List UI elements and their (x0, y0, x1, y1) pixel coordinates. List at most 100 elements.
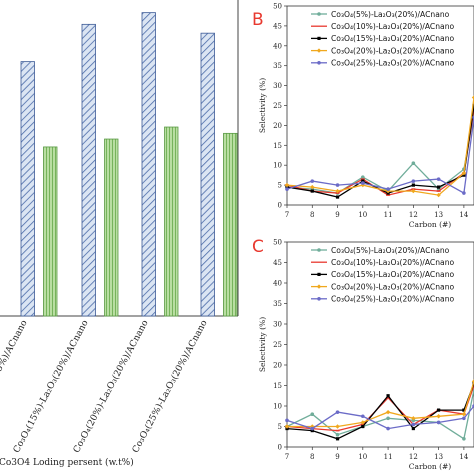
y-tick-label: 10 (273, 403, 282, 411)
data-point (462, 437, 466, 441)
data-point (436, 177, 441, 181)
series-line (286, 385, 474, 432)
data-point (335, 183, 340, 187)
legend-label: Co₃O₄(15%)-La₂O₃(20%)/ACnano (331, 270, 455, 279)
data-point (361, 414, 365, 419)
data-point (361, 424, 365, 429)
bar (20, 61, 35, 317)
legend-marker (317, 248, 321, 252)
y-tick-label: 50 (273, 239, 282, 247)
data-point (385, 409, 391, 415)
legend-label: Co₃O₄(15%)-La₂O₃(20%)/ACnano (331, 34, 455, 43)
data-point (461, 170, 467, 176)
data-point (411, 422, 416, 427)
legend-marker (317, 297, 321, 301)
legend-label: Co₃O₄(20%)-La₂O₃(20%)/ACnano (331, 282, 455, 291)
x-axis-title: Co3O4 Loding persent (w.t%) (0, 457, 134, 468)
y-tick-label: 30 (273, 82, 282, 90)
panel-label-c: C (252, 237, 264, 257)
y-tick-label: 20 (273, 122, 282, 130)
data-point (386, 426, 390, 431)
legend-marker (316, 48, 322, 53)
data-point (310, 179, 315, 183)
legend-label: Co₃O₄(10%)-La₂O₃(20%)/ACnano (331, 22, 455, 31)
data-point (386, 394, 390, 398)
x-tick-label: 8 (310, 453, 314, 461)
x-tick-label: 12 (409, 453, 418, 461)
legend-marker (317, 36, 321, 40)
data-point (411, 426, 415, 431)
data-point (411, 179, 416, 183)
legend-label: Co₃O₄(20%)-La₂O₃(20%)/ACnano (331, 46, 455, 55)
panel-label-b: B (252, 10, 264, 30)
y-tick-label: 15 (273, 142, 282, 150)
data-point (471, 379, 474, 384)
data-point (335, 188, 340, 194)
y-tick-label: 35 (273, 62, 282, 70)
x-tick-label: 13 (434, 211, 443, 219)
y-tick-label: 5 (278, 423, 282, 431)
data-point (411, 183, 415, 187)
category-tick-label: Co₃O₄(15%)-La₂O₃(20%)/ACnano (11, 318, 91, 454)
data-point (411, 188, 416, 194)
legend-marker (316, 284, 322, 289)
data-point (335, 432, 340, 437)
bar (164, 126, 179, 317)
y-tick-label: 45 (273, 22, 282, 30)
data-point (361, 181, 365, 185)
x-axis-title: Carbon (#) (409, 220, 452, 229)
x-tick-label: 10 (358, 453, 367, 461)
data-point (437, 185, 441, 189)
y-axis-title: Selectivity (%) (258, 317, 267, 372)
data-point (436, 192, 441, 198)
data-point (310, 412, 315, 417)
legend-label: Co₃O₄(5%)-La₂O₃(20%)/ACnano (331, 10, 450, 19)
y-tick-label: 25 (273, 102, 282, 110)
x-tick-label: 9 (335, 211, 339, 219)
data-point (310, 426, 315, 431)
data-point (471, 95, 474, 100)
data-point (310, 189, 314, 193)
data-point (436, 420, 441, 425)
bar (200, 32, 215, 317)
data-point (411, 161, 416, 166)
legend-label: Co₃O₄(25%)-La₂O₃(20%)/ACnano (331, 59, 455, 68)
data-point (335, 424, 340, 429)
series-line (287, 381, 474, 428)
y-tick-label: 10 (273, 162, 282, 170)
data-point (310, 429, 314, 433)
data-point (361, 175, 365, 179)
y-tick-label: 0 (278, 444, 282, 452)
line-chart-panel-b: B 0 5 10 15 20 25 30 35 40 45 50 7 8 9 10 11 12 13 14 Selec… (252, 3, 474, 229)
x-axis-title: Carbon (#) (409, 462, 452, 471)
category-tick-label: 5%)/ACnano (0, 318, 30, 373)
y-tick-label: 15 (273, 382, 282, 390)
legend-marker (317, 272, 321, 276)
x-tick-label: 14 (459, 453, 468, 461)
data-point (335, 195, 340, 199)
data-point (284, 424, 290, 429)
data-point (386, 187, 390, 191)
series-line (286, 405, 474, 430)
x-tick-label: 7 (285, 453, 289, 461)
y-tick-label: 5 (278, 182, 282, 190)
x-tick-label: 11 (384, 211, 393, 219)
series-line (286, 97, 474, 196)
data-point (411, 416, 416, 421)
data-point (310, 184, 315, 190)
y-tick-label: 40 (273, 42, 282, 50)
x-tick-label: 9 (335, 453, 339, 461)
x-tick-label: 7 (285, 211, 289, 219)
bar (223, 132, 238, 317)
legend-label: Co₃O₄(10%)-La₂O₃(20%)/ACnano (331, 258, 455, 267)
data-point (462, 408, 466, 412)
series-line (286, 109, 474, 196)
bar (81, 23, 96, 317)
data-point (462, 416, 466, 421)
bar (43, 146, 58, 317)
data-point (284, 182, 290, 188)
legend-label: Co₃O₄(5%)-La₂O₃(20%)/ACnano (331, 246, 450, 255)
legend-marker (317, 61, 321, 65)
y-tick-label: 25 (273, 341, 282, 349)
data-point (360, 420, 366, 425)
